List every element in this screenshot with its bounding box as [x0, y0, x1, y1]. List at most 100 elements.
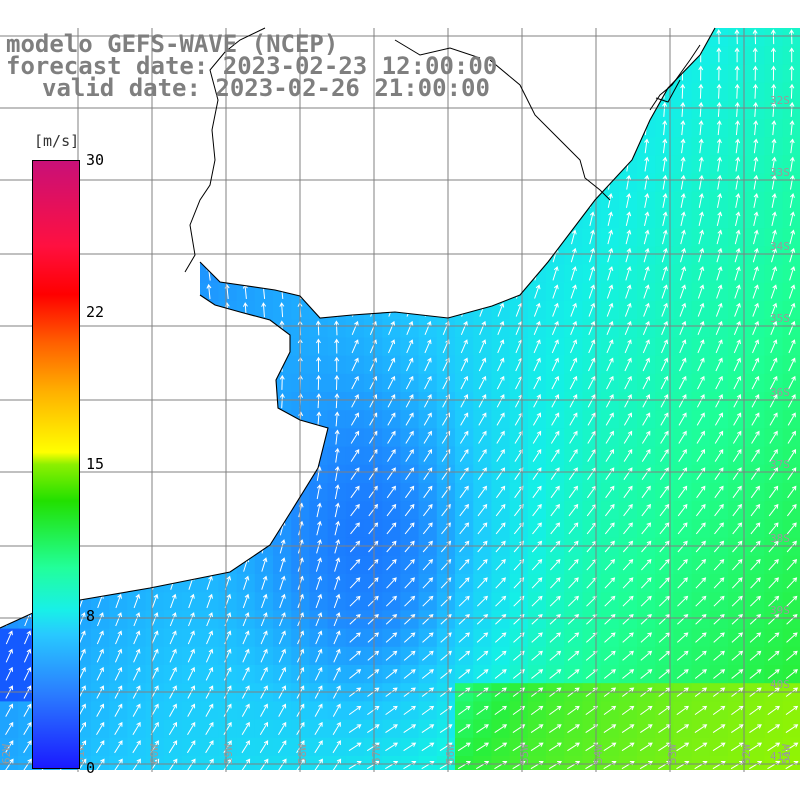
wind-cell: [109, 228, 128, 247]
wind-arrow: [550, 558, 561, 571]
wind-cell: [0, 756, 19, 770]
wind-arrow: [771, 229, 777, 245]
wind-cell: [55, 792, 74, 800]
wind-arrow: [334, 374, 340, 390]
wind-cell: [382, 28, 401, 47]
wind-cell: [273, 446, 292, 466]
wind-cell: [582, 46, 602, 65]
wind-arrow: [223, 102, 231, 117]
wind-cell: [163, 373, 183, 393]
wind-arrow: [352, 266, 359, 281]
wind-cell: [55, 774, 74, 793]
wind-arrow: [114, 778, 122, 789]
wind-arrow: [496, 467, 506, 480]
wind-arrow: [132, 102, 140, 117]
wind-arrow: [315, 211, 321, 227]
wind-arrow: [225, 484, 231, 500]
wind-arrow: [589, 65, 595, 81]
wind-arrow: [640, 632, 653, 643]
wind-arrow: [640, 780, 652, 787]
wind-arrow: [786, 780, 798, 787]
wind-arrow: [316, 502, 322, 518]
colorbar-tick: 8: [86, 607, 96, 625]
wind-cell: [200, 319, 219, 338]
wind-cell: [691, 756, 711, 770]
wind-cell: [255, 774, 274, 793]
wind-arrow: [607, 193, 613, 208]
wind-arrow: [261, 429, 267, 445]
wind-cell: [146, 792, 165, 800]
wind-arrow: [750, 467, 760, 480]
wind-arrow: [367, 632, 380, 643]
wind-arrow: [422, 577, 434, 589]
wind-arrow: [407, 120, 413, 136]
wind-arrow: [242, 247, 248, 263]
wind-arrow: [421, 724, 435, 734]
wind-cell: [91, 173, 110, 193]
wind-cell: [91, 282, 110, 302]
wind-cell: [364, 119, 383, 138]
wind-arrow: [568, 577, 579, 589]
wind-arrow: [24, 356, 30, 372]
wind-cell: [218, 337, 238, 357]
wind-arrow: [403, 705, 416, 716]
wind-arrow: [589, 247, 595, 263]
wind-arrow: [549, 595, 561, 607]
wind-cell: [618, 756, 638, 770]
wind-arrow: [24, 247, 30, 263]
wind-arrow: [169, 120, 176, 135]
wind-arrow: [79, 374, 85, 390]
wind-arrow: [569, 357, 578, 372]
wind-arrow: [97, 539, 104, 554]
wind-arrow: [714, 412, 723, 426]
lon-label: 52W: [740, 744, 753, 764]
wind-arrow: [552, 229, 559, 245]
wind-arrow: [424, 357, 432, 372]
wind-cell: [236, 319, 256, 338]
wind-cell: [0, 555, 19, 575]
wind-arrow: [750, 485, 760, 499]
wind-cell: [309, 282, 329, 302]
wind-cell: [109, 483, 128, 502]
wind-cell: [382, 756, 401, 770]
wind-arrow: [169, 630, 177, 645]
wind-cell: [291, 119, 310, 138]
wind-arrow: [278, 211, 284, 227]
wind-arrow: [661, 65, 667, 81]
wind-arrow: [568, 503, 579, 517]
wind-cell: [127, 319, 147, 338]
wind-arrow: [260, 120, 267, 135]
wind-cell: [382, 246, 401, 266]
wind-arrow: [114, 703, 123, 717]
wind-cell: [382, 774, 401, 793]
wind-arrow: [749, 742, 763, 752]
wind-cell: [328, 774, 347, 793]
wind-arrow: [5, 84, 13, 99]
wind-cell: [455, 301, 474, 320]
wind-arrow: [588, 320, 596, 335]
wind-arrow: [132, 138, 140, 154]
wind-cell: [491, 246, 511, 266]
wind-cell: [527, 64, 547, 84]
wind-arrow: [334, 539, 341, 554]
wind-arrow: [570, 247, 577, 263]
wind-cell: [655, 792, 674, 800]
wind-arrow: [96, 229, 102, 245]
wind-arrow: [368, 558, 379, 571]
wind-cell: [345, 756, 365, 770]
wind-cell: [400, 792, 419, 800]
wind-arrow: [370, 101, 376, 117]
wind-arrow: [389, 138, 395, 154]
wind-cell: [236, 410, 256, 429]
wind-cell: [291, 191, 310, 211]
wind-arrow: [549, 780, 561, 787]
wind-cell: [0, 119, 19, 138]
wind-arrow: [476, 724, 489, 734]
wind-arrow: [278, 721, 287, 735]
wind-arrow: [731, 724, 744, 734]
wind-arrow: [459, 540, 470, 553]
border-east: [489, 59, 611, 201]
wind-cell: [145, 410, 165, 429]
wind-arrow: [334, 320, 340, 336]
wind-arrow: [714, 467, 724, 480]
